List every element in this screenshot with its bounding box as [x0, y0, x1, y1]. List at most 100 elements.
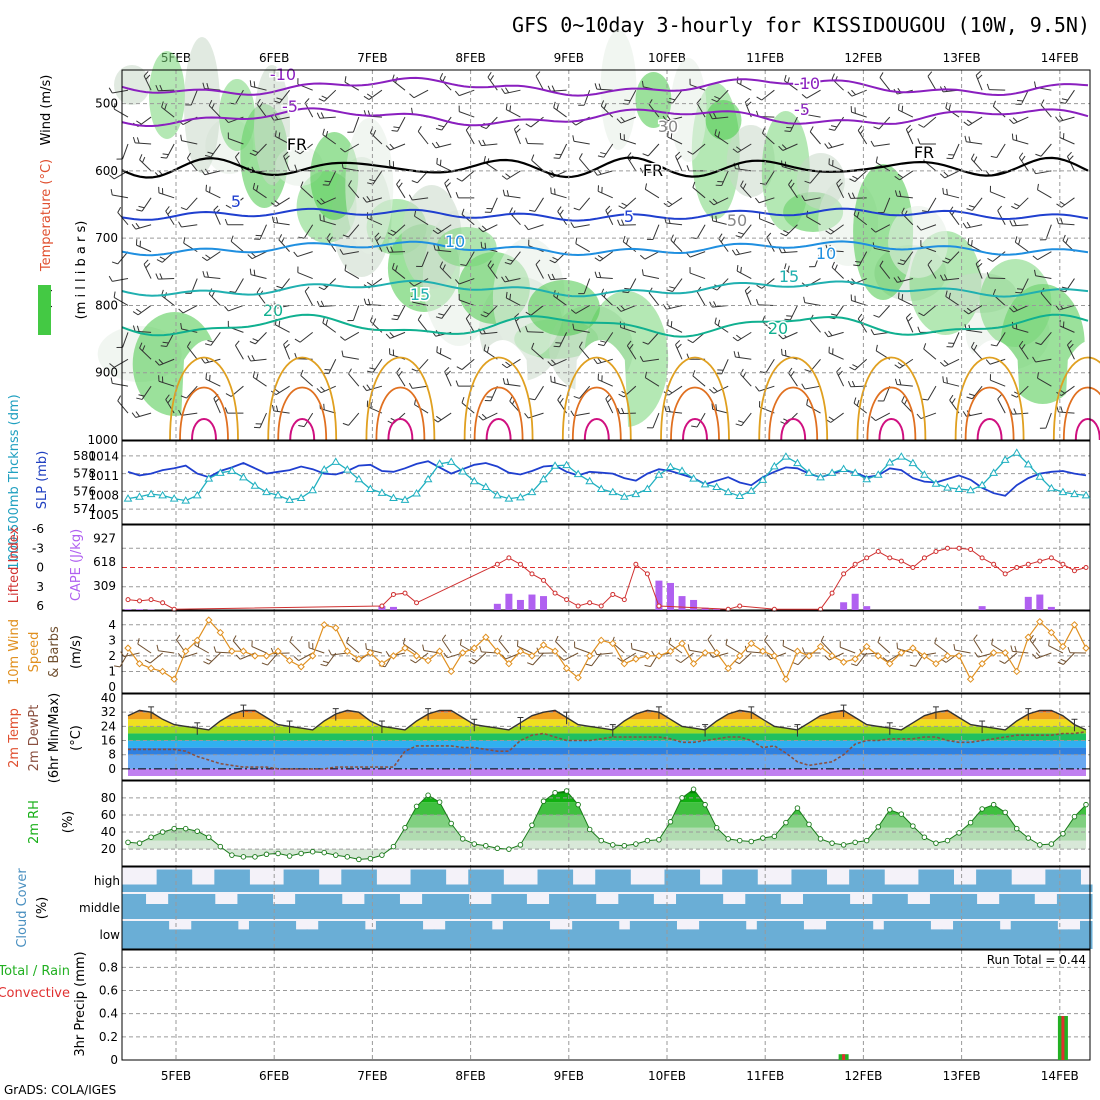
barb-flag [529, 209, 536, 212]
barb-flag [906, 124, 911, 130]
dry-column [180, 340, 236, 440]
slp-point [539, 474, 548, 483]
barb-flag [1011, 205, 1017, 210]
wind-speed-point [551, 647, 559, 655]
panel-frame [121, 949, 1091, 1061]
barb-flag [1067, 151, 1072, 157]
barb-flag [857, 313, 863, 320]
barb-flag [145, 263, 151, 269]
cloud-cover-bar [687, 894, 701, 919]
barb-flag [205, 373, 208, 380]
upper-wind-barb [897, 292, 914, 306]
upper-wind-barb [436, 346, 452, 360]
barb-flag [506, 190, 510, 197]
upper-wind-barb [778, 143, 798, 151]
cape-bar [701, 607, 709, 610]
upper-wind-barb [824, 142, 844, 149]
upper-wind-barb [283, 151, 291, 172]
upper-wind-barb [617, 219, 636, 226]
barb-flag [847, 381, 852, 387]
barb-flag [504, 261, 511, 265]
barb-flag [778, 145, 784, 151]
slp-point [723, 487, 733, 496]
barb-flag [1029, 634, 1034, 641]
barb-staff [461, 358, 475, 370]
rh-point [863, 837, 870, 844]
cloud-cover-bar [341, 904, 354, 919]
upper-wind-barb [553, 143, 568, 159]
barb-staff [735, 356, 752, 360]
barb-staff [804, 197, 821, 202]
cape-bar [978, 606, 986, 610]
barb-flag [825, 230, 831, 235]
barb-staff [323, 89, 337, 102]
barb-flag [738, 420, 745, 424]
barb-flag [717, 131, 721, 138]
surface-wind-barb [213, 646, 232, 654]
upper-wind-barb [986, 83, 1006, 91]
wind-speed-point [343, 647, 352, 655]
barb-flag [917, 326, 921, 333]
barb-staff [436, 351, 452, 360]
lifted-index-point [829, 590, 835, 596]
lifted-index-point [575, 603, 581, 609]
barb-flag [278, 132, 281, 139]
upper-wind-barb [809, 126, 821, 145]
cloud-cover-bar [1080, 894, 1093, 919]
barb-flag [735, 248, 740, 255]
temp-contour-35 [780, 418, 807, 441]
upper-wind-barb [870, 412, 891, 422]
barb-flag [363, 298, 367, 305]
upper-wind-barb [155, 273, 175, 280]
barb-flag [162, 153, 169, 156]
upper-wind-barb [113, 103, 129, 118]
barb-flag [607, 397, 612, 403]
barb-flag [948, 104, 951, 111]
cloud-cover-bar [179, 869, 193, 892]
barb-flag [293, 656, 299, 661]
barb-flag [398, 182, 403, 188]
barb-flag [108, 87, 113, 94]
rh-point [852, 839, 858, 846]
barb-flag [781, 332, 787, 338]
barb-staff [989, 89, 1006, 91]
barb-flag [325, 131, 329, 138]
barb-flag [712, 386, 718, 392]
slp-point [666, 462, 675, 471]
barb-staff [234, 278, 244, 293]
upper-wind-barb [600, 100, 614, 118]
cloud-cover-bar [145, 884, 158, 892]
cloud-cover-bar [987, 904, 1001, 919]
barb-flag [1065, 237, 1069, 244]
barb-flag [487, 260, 492, 266]
upper-wind-barb [578, 278, 591, 295]
barb-staff [620, 326, 637, 333]
barb-staff [141, 385, 152, 400]
barb-flag [478, 227, 484, 233]
barb-staff [228, 304, 244, 312]
upper-wind-barb [918, 116, 937, 128]
barb-flag [529, 398, 536, 401]
panel-frame [121, 524, 1091, 611]
barb-flag [670, 234, 674, 241]
barb-staff [692, 187, 706, 199]
upper-wind-barb [1056, 197, 1075, 208]
upper-wind-barb [923, 343, 937, 360]
barb-staff [230, 197, 244, 209]
barb-flag [857, 125, 863, 131]
barb-flag [851, 192, 856, 199]
temp-tick: 24 [101, 719, 116, 733]
barb-staff [596, 652, 613, 656]
upper-wind-barb [249, 332, 267, 345]
upper-wind-barb [131, 222, 152, 230]
barb-flag [755, 299, 759, 306]
cloud-cover-bar [941, 869, 954, 892]
upper-wind-barb [444, 178, 452, 199]
barb-flag [831, 261, 835, 268]
slp-point [123, 494, 133, 502]
barb-flag [551, 359, 556, 365]
rh-point [598, 837, 604, 844]
barb-flag [934, 637, 937, 644]
barb-flag [409, 93, 415, 99]
upper-wind-barb [691, 412, 706, 428]
